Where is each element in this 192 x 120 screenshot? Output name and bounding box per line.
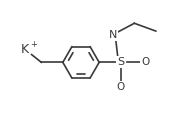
Text: O: O [141,57,149,67]
Text: S: S [117,57,124,67]
Text: +: + [30,40,37,49]
Text: K: K [21,43,29,56]
Text: N: N [109,30,117,40]
Text: O: O [117,82,125,92]
